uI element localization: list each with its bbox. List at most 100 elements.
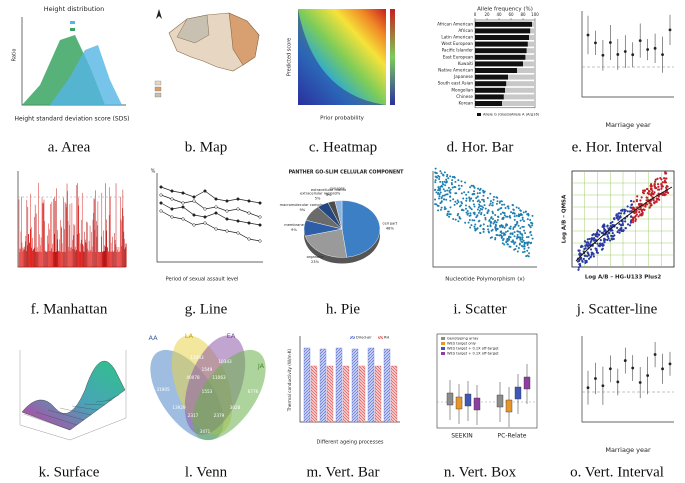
point [638, 39, 642, 43]
dot [518, 236, 521, 239]
dot [444, 190, 447, 193]
dot [509, 232, 512, 235]
mesh-line [107, 394, 120, 401]
slice-label: cell part [383, 222, 398, 226]
dot [478, 203, 481, 206]
dot [516, 230, 519, 233]
dot [443, 180, 446, 183]
dot [453, 185, 456, 188]
dot [656, 183, 660, 186]
dot [523, 229, 526, 232]
dot [643, 208, 646, 211]
panel: Prior probability Predicted score [287, 9, 395, 122]
dot [454, 180, 457, 183]
dot [473, 205, 476, 208]
label: Prior probability [320, 116, 364, 122]
dot [444, 207, 447, 210]
label: SEEKIN [451, 433, 473, 440]
dot [606, 224, 609, 227]
dot [621, 223, 625, 227]
dot [647, 189, 651, 193]
marker [258, 223, 262, 227]
dot [510, 240, 513, 243]
dot [661, 181, 664, 184]
dot [652, 193, 655, 196]
dot [629, 215, 633, 218]
dot [437, 189, 440, 192]
dot [598, 245, 601, 248]
dot [506, 223, 509, 226]
panel-caption: l. Venn [185, 464, 228, 480]
dot [645, 187, 649, 191]
dot [633, 216, 636, 219]
axis [581, 336, 674, 423]
dot [609, 224, 612, 228]
dot [513, 231, 516, 234]
dot [446, 173, 449, 176]
box [446, 392, 454, 406]
dot [501, 242, 504, 245]
dot [585, 260, 588, 264]
dot [603, 230, 606, 233]
point [668, 362, 672, 366]
marker [247, 221, 251, 225]
marker [258, 201, 262, 205]
panel-caption: h. Pie [326, 301, 361, 317]
legend-label: WES target + 0.1X off-target [447, 352, 499, 356]
dot [489, 200, 492, 203]
dot [517, 213, 520, 216]
dot [454, 200, 457, 203]
dot [523, 220, 526, 223]
dot [623, 208, 626, 211]
dot [472, 203, 475, 206]
dot [584, 254, 587, 257]
legend-swatch [350, 336, 355, 339]
panel: % Period of sexual assault level [151, 169, 263, 283]
slice-label: macromolecular complex [280, 203, 326, 207]
dot [630, 199, 633, 203]
dot [650, 194, 653, 197]
dot [460, 201, 463, 204]
dot [445, 198, 448, 201]
dot [593, 239, 596, 242]
dot [509, 227, 512, 230]
dot [471, 219, 474, 222]
dot [508, 238, 511, 241]
panel-caption: a. Area [48, 139, 91, 155]
y-tick-label: Korean [458, 101, 473, 106]
point [623, 50, 627, 53]
dot [470, 184, 473, 187]
dot [662, 177, 666, 180]
dot [437, 209, 440, 212]
bar [475, 48, 527, 54]
panel-caption: b. Map [185, 139, 228, 155]
dot [513, 212, 516, 215]
dot [473, 225, 476, 228]
marker [170, 215, 174, 219]
dot [500, 232, 503, 235]
y-tick-label: Kuwaiti [458, 61, 473, 66]
panel: Log A/B – HG-U133 Plus2 Log A/B – QMSA [562, 170, 675, 281]
dot [459, 204, 462, 207]
bar [475, 35, 529, 40]
bar-rest [530, 28, 535, 34]
dot [474, 223, 477, 226]
bar [374, 365, 382, 423]
mesh-line [95, 399, 113, 403]
bar-rest [506, 81, 535, 87]
dot [469, 212, 472, 215]
dot [479, 204, 482, 207]
area [50, 45, 122, 105]
set-label: LA [185, 332, 194, 340]
dot [503, 212, 506, 215]
dot [446, 212, 449, 215]
box [505, 399, 513, 413]
y-tick-label: Chinese [456, 94, 473, 99]
marker [192, 223, 196, 227]
dot [451, 186, 454, 189]
marker [247, 199, 251, 203]
bar [475, 68, 517, 73]
dot [437, 197, 440, 200]
dot [439, 170, 442, 173]
dot [505, 241, 508, 244]
